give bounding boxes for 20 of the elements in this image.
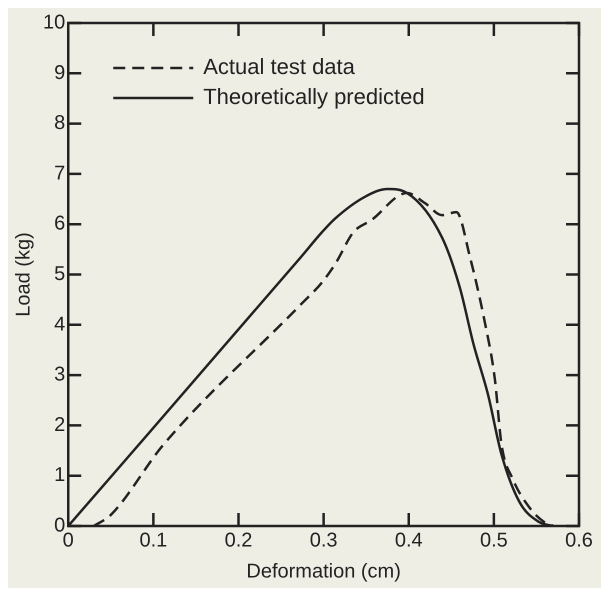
legend-label: Actual test data — [203, 54, 356, 80]
y-tick-label: 3 — [54, 364, 66, 386]
x-tick-label: 0.6 — [565, 530, 593, 552]
y-tick-label: 7 — [54, 162, 66, 184]
y-tick-label: 6 — [54, 212, 66, 235]
x-tick-label: 0.1 — [139, 530, 168, 552]
y-tick-label: 2 — [54, 414, 66, 436]
y-tick-label: 10 — [42, 12, 66, 34]
x-axis-title: Deformation (cm) — [246, 560, 401, 583]
y-axis-title: Load (kg) — [12, 232, 35, 317]
x-tick-label: 0.5 — [480, 530, 508, 552]
x-tick-label: 0.3 — [310, 530, 338, 552]
y-tick-label: 5 — [54, 263, 66, 286]
y-tick-label: 8 — [54, 112, 66, 134]
y-tick-label: 1 — [54, 464, 66, 486]
x-tick-label: 0.2 — [224, 530, 252, 552]
x-tick-label: 0.4 — [394, 530, 423, 552]
legend-label: Theoretically predicted — [203, 84, 425, 110]
y-tick-label: 4 — [54, 313, 66, 336]
y-tick-label: 9 — [54, 62, 66, 84]
